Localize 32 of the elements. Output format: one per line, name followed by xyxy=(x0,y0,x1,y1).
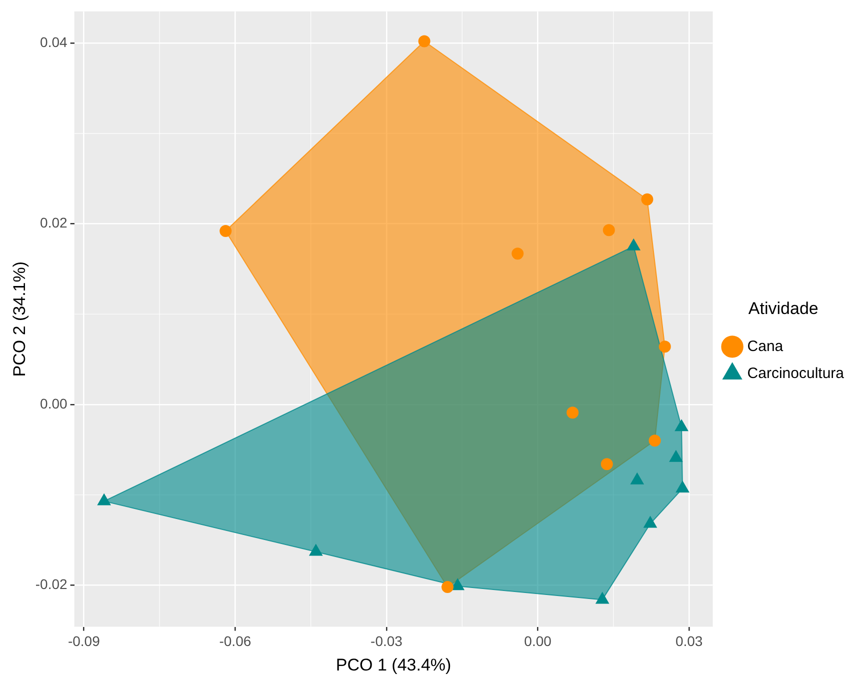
point xyxy=(644,516,657,528)
x-tick-label: -0.03 xyxy=(370,633,403,650)
legend-label: Cana xyxy=(747,338,784,355)
point xyxy=(451,578,464,590)
point xyxy=(641,193,654,206)
point xyxy=(566,406,579,419)
point xyxy=(648,434,661,447)
point xyxy=(674,420,688,432)
legend-title: Atividade xyxy=(748,298,818,318)
y-axis-title: PCO 2 (34.1%) xyxy=(10,261,29,377)
y-tick-label: 0.04 xyxy=(40,34,68,50)
point xyxy=(98,494,111,506)
point xyxy=(600,458,613,470)
point xyxy=(512,248,524,260)
point xyxy=(309,544,322,556)
y-tick-label: 0.00 xyxy=(40,395,68,412)
point xyxy=(418,35,430,48)
point xyxy=(596,592,609,604)
point xyxy=(630,472,644,484)
x-tick-label: 0.03 xyxy=(675,633,703,650)
point xyxy=(658,340,671,353)
x-axis-title: PCO 1 (43.4%) xyxy=(336,655,452,674)
point xyxy=(676,481,690,493)
legend-label: Carcinocultura xyxy=(747,364,845,382)
y-tick-label: -0.02 xyxy=(35,576,68,592)
point xyxy=(602,224,615,236)
point xyxy=(220,224,232,237)
point xyxy=(669,450,683,462)
x-tick-label: -0.06 xyxy=(219,633,252,650)
x-tick-label: 0.00 xyxy=(524,633,552,650)
x-tick-label: -0.09 xyxy=(68,633,100,650)
y-tick-label: 0.02 xyxy=(40,214,68,231)
